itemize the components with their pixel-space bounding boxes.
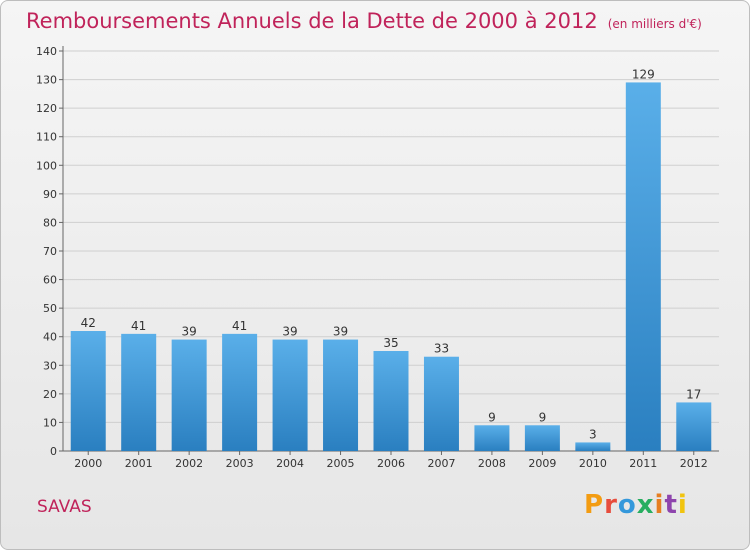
y-tick-label: 50: [43, 302, 57, 315]
logo-letter: t: [664, 490, 678, 520]
x-tick-label: 2002: [175, 457, 203, 470]
bar-2003: [222, 333, 258, 451]
y-tick-label: 40: [43, 331, 57, 344]
bar-value-label: 3: [589, 427, 597, 441]
bar-2002: [171, 339, 207, 451]
y-tick-label: 60: [43, 274, 57, 287]
bar-value-label: 129: [632, 67, 655, 81]
logo-letter: x: [636, 490, 655, 520]
bar-value-label: 39: [333, 325, 348, 339]
commune-name: SAVAS: [37, 497, 92, 517]
x-tick-label: 2005: [327, 457, 355, 470]
y-tick-label: 30: [43, 359, 57, 372]
x-tick-label: 2004: [276, 457, 304, 470]
y-tick-label: 90: [43, 188, 57, 201]
bar-2007: [423, 356, 459, 451]
x-tick-label: 2011: [629, 457, 657, 470]
x-tick-label: 2012: [680, 457, 708, 470]
x-tick-label: 2008: [478, 457, 506, 470]
y-tick-label: 140: [36, 45, 57, 58]
y-tick-label: 120: [36, 102, 57, 115]
bar-2011: [625, 82, 661, 451]
y-tick-label: 110: [36, 131, 57, 144]
bar-2008: [474, 425, 510, 451]
bar-value-label: 33: [434, 342, 449, 356]
bar-value-label: 39: [182, 325, 197, 339]
bar-value-label: 35: [383, 336, 398, 350]
bar-2006: [373, 351, 409, 451]
bar-2000: [70, 331, 106, 451]
title-main: Remboursements Annuels de la Dette de 20…: [26, 9, 598, 33]
y-tick-label: 130: [36, 74, 57, 87]
x-tick-label: 2010: [579, 457, 607, 470]
bar-value-label: 42: [81, 316, 96, 330]
bar-value-label: 41: [232, 319, 247, 333]
y-tick-label: 10: [43, 416, 57, 429]
y-tick-label: 80: [43, 216, 57, 229]
bar-value-label: 17: [686, 387, 701, 401]
logo-letter: r: [604, 490, 618, 520]
proxiti-logo: Proxiti: [584, 490, 688, 520]
x-tick-label: 2009: [528, 457, 556, 470]
bar-value-label: 39: [282, 325, 297, 339]
x-tick-label: 2003: [226, 457, 254, 470]
y-tick-label: 70: [43, 245, 57, 258]
bar-value-label: 9: [539, 410, 547, 424]
y-tick-label: 20: [43, 388, 57, 401]
chart-title: Remboursements Annuels de la Dette de 20…: [26, 9, 702, 33]
logo-letter: i: [654, 490, 665, 520]
x-tick-label: 2007: [427, 457, 455, 470]
title-unit: (en milliers d'€): [607, 17, 702, 31]
logo-letter: P: [584, 490, 605, 520]
y-tick-label: 100: [36, 159, 57, 172]
x-tick-label: 2001: [125, 457, 153, 470]
x-tick-label: 2006: [377, 457, 405, 470]
logo-letter: o: [617, 490, 637, 520]
bar-2010: [575, 442, 611, 451]
bar-2004: [272, 339, 308, 451]
x-tick-label: 2000: [74, 457, 102, 470]
bar-2001: [121, 333, 157, 451]
bar-2009: [524, 425, 560, 451]
logo-letter: i: [677, 490, 688, 520]
bar-value-label: 9: [488, 410, 496, 424]
bar-2012: [676, 402, 712, 451]
bar-value-label: 41: [131, 319, 146, 333]
bar-2005: [323, 339, 359, 451]
y-tick-label: 0: [50, 445, 57, 458]
